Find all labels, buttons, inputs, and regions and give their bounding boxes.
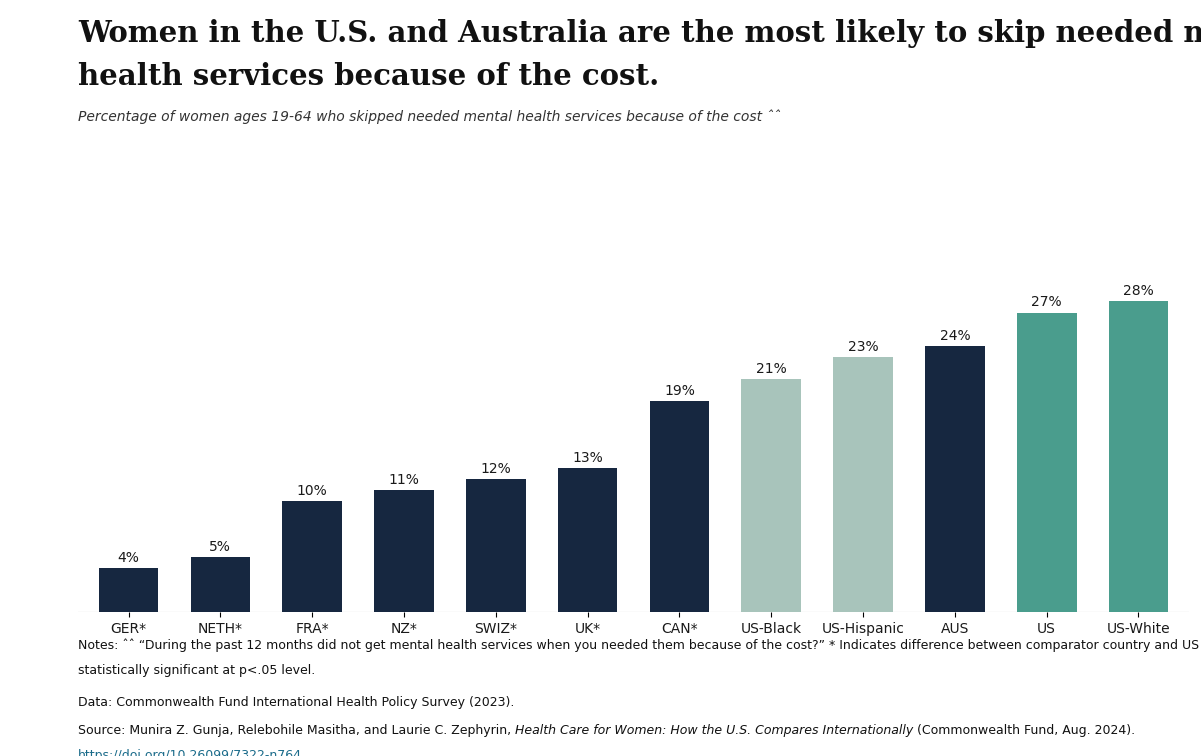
Text: 23%: 23% — [848, 339, 878, 354]
Bar — [650, 401, 710, 612]
Text: 10%: 10% — [297, 484, 328, 498]
Text: 12%: 12% — [480, 462, 512, 476]
Text: Percentage of women ages 19-64 who skipped needed mental health services because: Percentage of women ages 19-64 who skipp… — [78, 110, 781, 124]
Text: 21%: 21% — [755, 362, 787, 376]
Text: Data: Commonwealth Fund International Health Policy Survey (2023).: Data: Commonwealth Fund International He… — [78, 696, 514, 708]
Text: 5%: 5% — [209, 540, 232, 553]
Bar — [375, 490, 434, 612]
Text: Notes: ˆˆ “During the past 12 months did not get mental health services when you: Notes: ˆˆ “During the past 12 months did… — [78, 639, 1201, 652]
Bar — [557, 468, 617, 612]
Bar — [1109, 302, 1169, 612]
Text: 19%: 19% — [664, 384, 695, 398]
Text: statistically significant at p<.05 level.: statistically significant at p<.05 level… — [78, 664, 316, 677]
Text: https://doi.org/10.26099/7322-n764: https://doi.org/10.26099/7322-n764 — [78, 749, 303, 756]
Text: 28%: 28% — [1123, 284, 1154, 298]
Text: 13%: 13% — [572, 451, 603, 465]
Text: 4%: 4% — [118, 550, 139, 565]
Text: 11%: 11% — [389, 473, 419, 487]
Text: 24%: 24% — [939, 329, 970, 342]
Text: (Commonwealth Fund, Aug. 2024).: (Commonwealth Fund, Aug. 2024). — [914, 724, 1136, 737]
Text: health services because of the cost.: health services because of the cost. — [78, 62, 659, 91]
Text: Health Care for Women: How the U.S. Compares Internationally: Health Care for Women: How the U.S. Comp… — [515, 724, 914, 737]
Text: Women in the U.S. and Australia are the most likely to skip needed mental: Women in the U.S. and Australia are the … — [78, 19, 1201, 48]
Text: Source: Munira Z. Gunja, Relebohile Masitha, and Laurie C. Zephyrin,: Source: Munira Z. Gunja, Relebohile Masi… — [78, 724, 515, 737]
Bar — [98, 568, 159, 612]
Bar — [741, 380, 801, 612]
Bar — [925, 346, 985, 612]
Bar — [282, 501, 342, 612]
Bar — [191, 557, 250, 612]
Bar — [466, 479, 526, 612]
Text: 27%: 27% — [1032, 296, 1062, 309]
Bar — [833, 357, 892, 612]
Bar — [1017, 312, 1076, 612]
